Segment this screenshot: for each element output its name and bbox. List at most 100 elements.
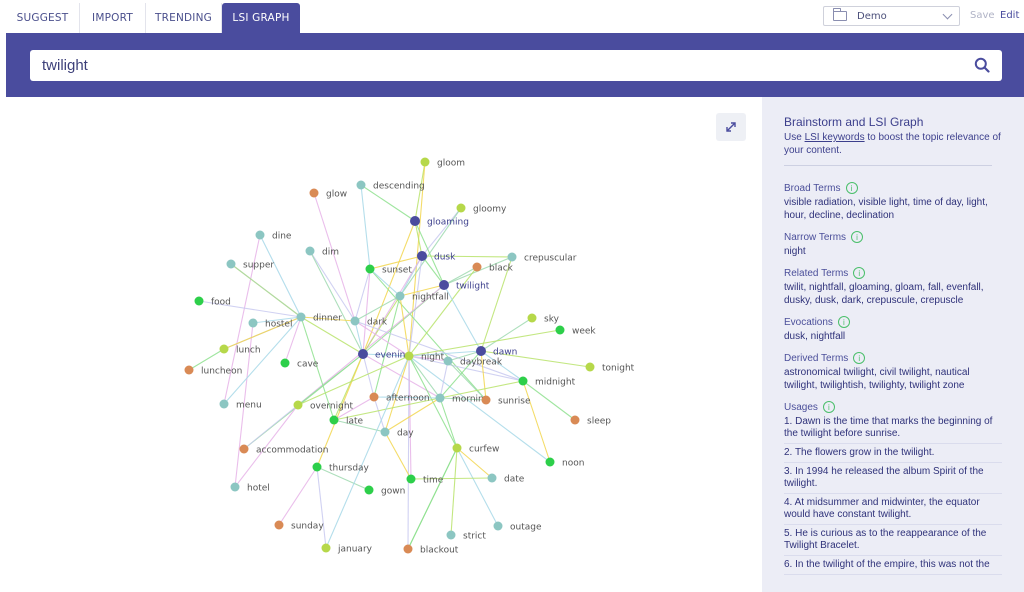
graph-node-dot[interactable] — [410, 216, 420, 226]
save-button[interactable]: Save — [970, 10, 995, 21]
graph-node-crepuscular[interactable]: crepuscular — [507, 252, 577, 264]
graph-node-dot[interactable] — [194, 296, 204, 306]
graph-node-label[interactable]: daybreak — [460, 358, 503, 368]
graph-node-tonight[interactable]: tonight — [585, 362, 635, 374]
info-icon[interactable]: i — [853, 267, 866, 279]
graph-node-dot[interactable] — [404, 351, 414, 361]
graph-node-dot[interactable] — [230, 482, 240, 492]
graph-node-dot[interactable] — [293, 400, 303, 410]
graph-node-label[interactable]: blackout — [420, 546, 459, 556]
graph-node-dot[interactable] — [274, 520, 284, 530]
graph-node-dot[interactable] — [239, 444, 249, 454]
graph-node-dot[interactable] — [226, 259, 236, 269]
graph-node-label[interactable]: time — [423, 476, 444, 486]
graph-node-dot[interactable] — [219, 399, 229, 409]
graph-node-label[interactable]: date — [504, 475, 525, 485]
graph-node-cave[interactable]: cave — [280, 358, 319, 370]
graph-node-day[interactable]: day — [380, 427, 415, 439]
graph-node-glow[interactable]: glow — [309, 188, 348, 200]
graph-node-dot[interactable] — [472, 262, 482, 272]
graph-node-midnight[interactable]: midnight — [518, 376, 576, 388]
graph-node-label[interactable]: overnight — [310, 402, 354, 412]
graph-node-dot[interactable] — [446, 530, 456, 540]
graph-node-dot[interactable] — [395, 291, 405, 301]
graph-node-label[interactable]: cave — [297, 360, 319, 370]
graph-node-hotel[interactable]: hotel — [230, 482, 270, 494]
graph-node-gloomy[interactable]: gloomy — [456, 203, 507, 215]
graph-node-date[interactable]: date — [487, 473, 525, 485]
graph-node-luncheon[interactable]: luncheon — [184, 365, 243, 377]
graph-node-dot[interactable] — [518, 376, 528, 386]
graph-node-dot[interactable] — [406, 474, 416, 484]
graph-node-label[interactable]: menu — [236, 401, 262, 411]
graph-node-gown[interactable]: gown — [364, 485, 406, 497]
project-select[interactable]: Demo — [823, 6, 960, 26]
graph-node-overnight[interactable]: overnight — [293, 400, 354, 412]
graph-node-sleep[interactable]: sleep — [570, 415, 612, 427]
search-icon[interactable] — [974, 57, 990, 73]
graph-node-dot[interactable] — [487, 473, 497, 483]
graph-node-dot[interactable] — [545, 457, 555, 467]
graph-node-late[interactable]: late — [329, 415, 364, 427]
graph-node-label[interactable]: noon — [562, 459, 584, 469]
graph-node-gloom[interactable]: gloom — [420, 157, 466, 169]
graph-node-label[interactable]: tonight — [602, 364, 635, 374]
graph-node-dusk[interactable]: dusk — [417, 251, 456, 263]
graph-node-label[interactable]: hotel — [247, 484, 270, 494]
graph-node-label[interactable]: dark — [367, 318, 388, 328]
graph-node-dot[interactable] — [456, 203, 466, 213]
graph-node-dot[interactable] — [358, 349, 368, 359]
graph-node-dot[interactable] — [312, 462, 322, 472]
graph-node-label[interactable]: night — [421, 353, 445, 363]
graph-node-label[interactable]: curfew — [469, 445, 499, 455]
graph-node-dot[interactable] — [420, 157, 430, 167]
info-icon[interactable]: i — [822, 401, 835, 413]
graph-node-dot[interactable] — [365, 264, 375, 274]
graph-node-label[interactable]: lunch — [236, 346, 261, 356]
graph-node-label[interactable]: dawn — [493, 348, 517, 358]
graph-node-dinner[interactable]: dinner — [296, 312, 343, 324]
graph-node-label[interactable]: twilight — [456, 282, 490, 292]
graph-node-thursday[interactable]: thursday — [312, 462, 370, 474]
graph-node-dot[interactable] — [380, 427, 390, 437]
graph-node-sunday[interactable]: sunday — [274, 520, 325, 532]
graph-node-label[interactable]: descending — [373, 182, 425, 192]
graph-node-blackout[interactable]: blackout — [403, 544, 459, 556]
graph-node-dot[interactable] — [555, 325, 565, 335]
graph-node-label[interactable]: january — [337, 545, 373, 555]
graph-node-dot[interactable] — [329, 415, 339, 425]
graph-node-sunrise[interactable]: sunrise — [481, 395, 531, 407]
graph-node-label[interactable]: dinner — [313, 314, 342, 324]
search-input[interactable] — [42, 55, 942, 76]
graph-node-label[interactable]: supper — [243, 261, 274, 271]
graph-node-label[interactable]: sunset — [382, 266, 412, 276]
graph-node-january[interactable]: january — [321, 543, 373, 555]
graph-node-supper[interactable]: supper — [226, 259, 275, 271]
tab-import[interactable]: IMPORT — [80, 3, 146, 33]
graph-node-label[interactable]: late — [346, 417, 364, 427]
graph-node-dot[interactable] — [570, 415, 580, 425]
graph-node-dot[interactable] — [439, 280, 449, 290]
graph-node-dot[interactable] — [248, 318, 258, 328]
expand-button[interactable] — [716, 113, 746, 141]
graph-node-hostel[interactable]: hostel — [248, 318, 293, 330]
graph-node-dot[interactable] — [493, 521, 503, 531]
graph-node-lunch[interactable]: lunch — [219, 344, 261, 356]
graph-node-daybreak[interactable]: daybreak — [443, 356, 503, 368]
graph-node-dot[interactable] — [305, 246, 315, 256]
graph-node-dot[interactable] — [296, 312, 306, 322]
graph-node-label[interactable]: gown — [381, 487, 405, 497]
graph-node-label[interactable]: morning — [452, 395, 489, 405]
graph-node-label[interactable]: sunrise — [498, 397, 531, 407]
graph-node-dot[interactable] — [255, 230, 265, 240]
graph-node-outage[interactable]: outage — [493, 521, 542, 533]
graph-node-label[interactable]: dim — [322, 248, 339, 258]
graph-node-label[interactable]: gloom — [437, 159, 465, 169]
tab-trending[interactable]: TRENDING — [146, 3, 222, 33]
graph-node-label[interactable]: strict — [463, 532, 486, 542]
graph-node-noon[interactable]: noon — [545, 457, 585, 469]
graph-node-label[interactable]: luncheon — [201, 367, 242, 377]
info-icon[interactable]: i — [853, 352, 866, 364]
graph-node-night[interactable]: night — [404, 351, 445, 363]
graph-node-label[interactable]: nightfall — [412, 293, 449, 303]
